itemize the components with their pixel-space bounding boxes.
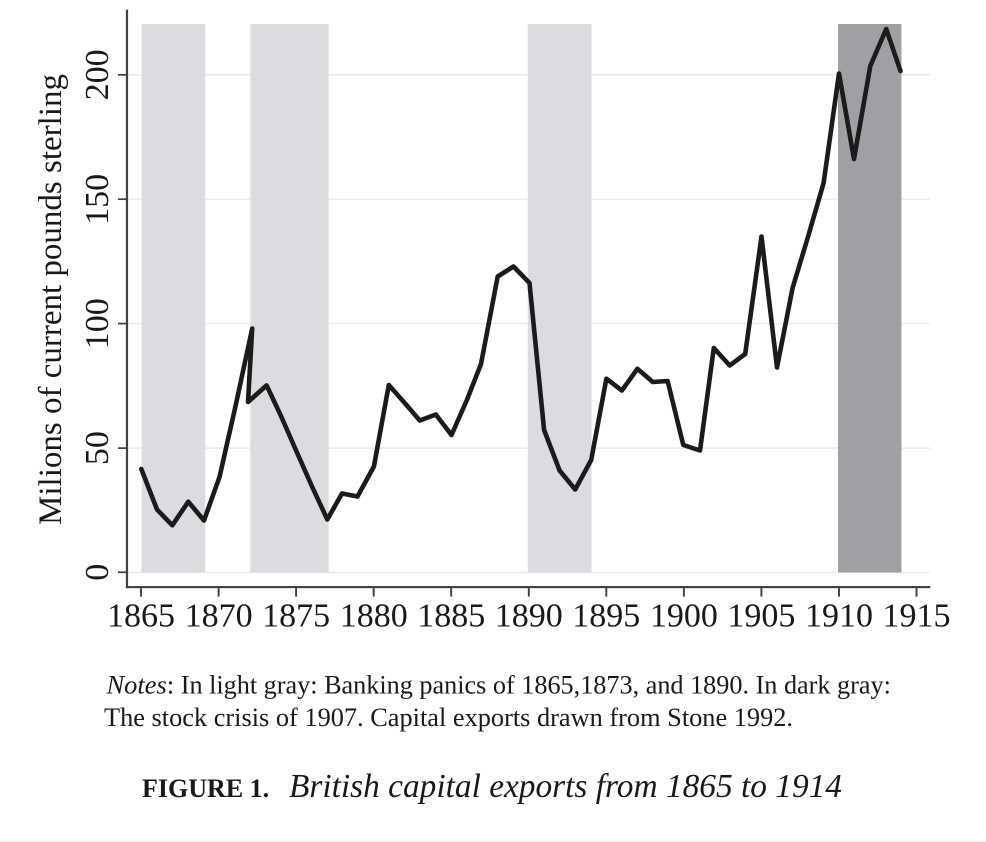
svg-text:1880: 1880 [340, 598, 408, 635]
svg-text:150: 150 [79, 174, 116, 225]
svg-text:1875: 1875 [262, 598, 330, 635]
svg-text:The stock crisis of 1907. Capi: The stock crisis of 1907. Capital export… [104, 702, 793, 732]
svg-text:Notes: Notes [106, 670, 167, 700]
svg-text:1870: 1870 [185, 598, 253, 635]
svg-text:0: 0 [79, 564, 116, 581]
svg-text:1915: 1915 [883, 598, 951, 635]
svg-text:FIGURE 1.: FIGURE 1. [142, 774, 269, 803]
svg-text:1865: 1865 [107, 598, 175, 635]
svg-text:: In light gray: Banking panic: : In light gray: Banking panics of 1865,… [167, 670, 891, 700]
svg-text:50: 50 [79, 431, 116, 465]
svg-text:British capital exports from 1: British capital exports from 1865 to 191… [289, 768, 842, 805]
svg-text:1905: 1905 [727, 598, 795, 635]
svg-text:1895: 1895 [572, 598, 640, 635]
svg-text:100: 100 [79, 298, 116, 349]
svg-text:200: 200 [79, 49, 116, 100]
svg-text:1885: 1885 [417, 598, 485, 635]
svg-text:1900: 1900 [650, 598, 718, 635]
svg-text:1910: 1910 [805, 598, 873, 635]
svg-text:1890: 1890 [495, 598, 563, 635]
svg-text:Milions of current pounds ster: Milions of current pounds sterling [33, 74, 69, 525]
